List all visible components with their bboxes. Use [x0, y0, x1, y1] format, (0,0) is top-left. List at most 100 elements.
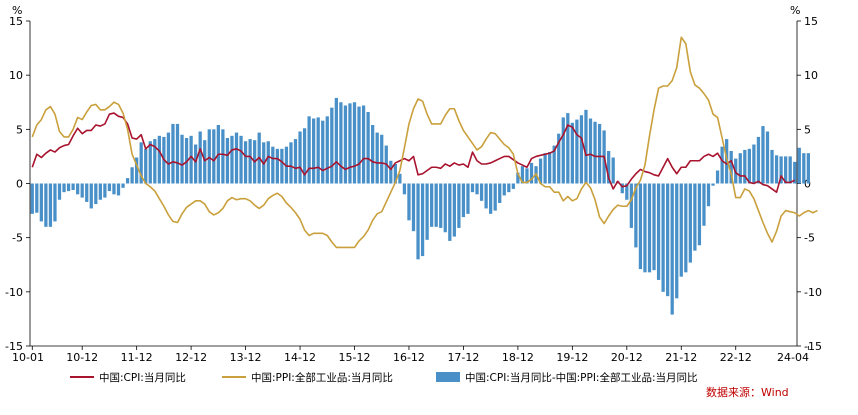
- diff-bar: [529, 162, 534, 184]
- diff-bar: [684, 183, 688, 273]
- source-note: 数据来源：Wind: [706, 385, 789, 399]
- diff-bar: [166, 132, 171, 184]
- diff-bar: [361, 105, 366, 184]
- diff-bar: [321, 120, 325, 184]
- diff-bar: [511, 183, 515, 189]
- diff-bar: [157, 135, 161, 184]
- diff-bar: [411, 183, 416, 232]
- y-tick-label-right: 15: [804, 15, 818, 28]
- diff-bar: [125, 178, 130, 184]
- diff-bar: [597, 123, 602, 184]
- y-tick-label-left: -5: [12, 232, 23, 245]
- diff-bar: [643, 183, 647, 273]
- diff-bar: [44, 183, 48, 227]
- y-tick-label-left: 5: [16, 123, 23, 136]
- diff-bar: [702, 183, 706, 226]
- diff-bar: [298, 131, 302, 184]
- diff-bar: [393, 164, 397, 184]
- diff-bar: [312, 118, 316, 184]
- diff-bar: [466, 183, 470, 214]
- diff-bar: [352, 102, 357, 184]
- x-tick-label: 16-12: [393, 351, 425, 364]
- diff-bar: [461, 183, 466, 218]
- cpi-line: [31, 112, 796, 193]
- ppi-line: [31, 36, 818, 249]
- x-tick-label: 22-12: [720, 351, 752, 364]
- diff-bar: [175, 123, 180, 184]
- diff-bar: [711, 183, 715, 186]
- diff-bar: [793, 161, 797, 184]
- diff-bar: [348, 103, 352, 184]
- diff-bar: [538, 158, 543, 184]
- diff-bar: [579, 115, 584, 184]
- diff-bar: [784, 156, 788, 184]
- diff-bar: [316, 117, 320, 184]
- diff-bar: [248, 139, 252, 184]
- x-tick-label: 24-04: [777, 351, 809, 364]
- diff-bar: [71, 183, 75, 190]
- legend-diff-swatch: [436, 372, 460, 382]
- diff-bar: [80, 183, 84, 198]
- diff-bar: [293, 139, 298, 184]
- diff-bar: [561, 117, 565, 184]
- diff-bar: [430, 183, 434, 227]
- diff-bars: [30, 97, 810, 315]
- diff-bar: [389, 160, 393, 184]
- diff-bar: [189, 135, 193, 184]
- diff-bar: [135, 157, 139, 184]
- legend-diff-label: 中国:CPI:当月同比-中国:PPI:全部工业品:当月同比: [465, 371, 698, 384]
- diff-bar: [144, 148, 148, 184]
- x-tick-label: 21-12: [665, 351, 697, 364]
- diff-bar: [620, 183, 624, 194]
- x-tick-label: 10-01: [12, 351, 44, 364]
- x-tick-label: 17-12: [447, 351, 479, 364]
- diff-bar: [802, 153, 806, 184]
- unit-label-left: %: [12, 4, 22, 17]
- diff-bar: [416, 183, 420, 260]
- y-tick-label-left: 15: [9, 15, 23, 28]
- x-tick-label: 13-12: [230, 351, 262, 364]
- y-tick-label-right: 10: [804, 69, 818, 82]
- diff-bar: [39, 183, 43, 222]
- x-tick-label: 19-12: [556, 351, 588, 364]
- diff-bar: [76, 183, 80, 195]
- diff-bar: [693, 183, 697, 251]
- diff-bar: [121, 183, 125, 188]
- diff-bar: [666, 183, 670, 297]
- diff-bar: [652, 183, 656, 271]
- diff-bar: [289, 142, 293, 184]
- diff-bar: [516, 172, 520, 184]
- x-tick-label: 18-12: [502, 351, 534, 364]
- diff-bar: [116, 183, 121, 196]
- diff-bar: [688, 183, 692, 263]
- diff-bar: [198, 131, 202, 184]
- diff-bar: [425, 183, 429, 240]
- diff-bar: [35, 183, 39, 213]
- diff-bar: [661, 183, 665, 292]
- diff-bar: [584, 109, 588, 184]
- series-lines: [31, 36, 818, 249]
- diff-bar: [275, 148, 279, 184]
- x-tick-label: 10-12: [66, 351, 98, 364]
- diff-bar: [570, 122, 574, 184]
- diff-bar: [747, 148, 751, 184]
- diff-bar: [611, 157, 615, 184]
- diff-bar: [715, 170, 720, 184]
- diff-bar: [53, 183, 57, 222]
- diff-bar: [765, 131, 770, 184]
- diff-bar: [670, 183, 674, 315]
- diff-bar: [738, 153, 742, 184]
- diff-bar: [593, 121, 597, 184]
- diff-bar: [339, 102, 343, 184]
- diff-bar: [66, 183, 71, 192]
- y-tick-label-left: 10: [9, 69, 23, 82]
- diff-bar: [552, 145, 556, 184]
- diff-bar: [607, 151, 611, 184]
- diff-bar: [779, 156, 783, 184]
- unit-label-right: %: [790, 4, 800, 17]
- diff-bar: [720, 146, 724, 184]
- diff-bar: [797, 147, 801, 184]
- x-tick-label: 11-12: [121, 351, 153, 364]
